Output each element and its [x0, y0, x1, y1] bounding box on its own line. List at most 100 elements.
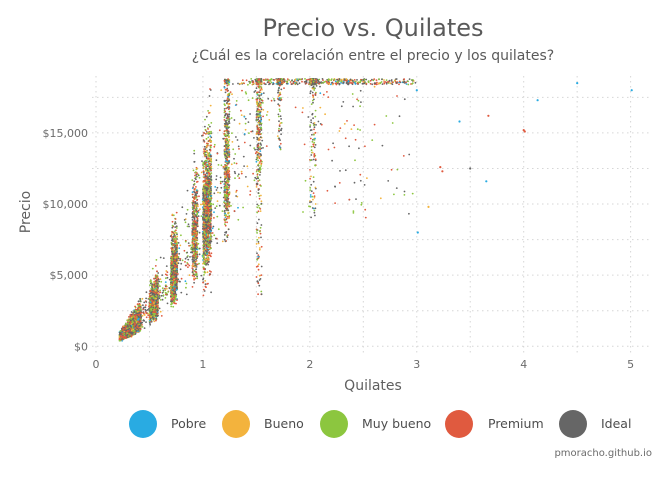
data-point	[228, 139, 231, 141]
data-point	[256, 258, 259, 261]
data-point	[346, 120, 348, 122]
data-point	[312, 180, 315, 183]
data-point	[242, 206, 245, 209]
data-point	[257, 254, 260, 256]
data-point	[144, 306, 147, 309]
data-point	[226, 183, 229, 186]
data-point	[244, 128, 247, 131]
data-point	[301, 111, 304, 114]
data-point	[256, 173, 259, 176]
data-point	[260, 165, 262, 167]
data-point	[191, 251, 194, 254]
data-point	[270, 81, 273, 84]
data-point	[203, 173, 205, 176]
data-point	[310, 183, 313, 186]
data-point	[338, 182, 341, 184]
data-point	[185, 264, 188, 267]
data-point	[277, 113, 280, 116]
data-point	[234, 177, 236, 180]
data-point	[258, 279, 261, 281]
data-point	[309, 90, 312, 93]
data-point	[178, 247, 181, 250]
data-point	[197, 215, 200, 218]
data-point	[260, 160, 262, 162]
data-point	[259, 210, 262, 213]
data-point	[206, 271, 209, 274]
data-point	[309, 137, 312, 140]
data-point	[193, 180, 196, 183]
data-point	[339, 170, 341, 172]
data-point	[273, 98, 275, 100]
data-point	[407, 83, 410, 86]
data-point	[260, 185, 262, 187]
data-point	[278, 108, 281, 111]
data-point	[312, 96, 315, 99]
data-point	[164, 289, 167, 292]
data-point	[257, 240, 260, 243]
data-point	[173, 230, 176, 233]
data-point	[259, 116, 262, 119]
data-point	[393, 193, 395, 196]
data-point	[334, 80, 337, 83]
data-point	[301, 80, 303, 83]
data-point	[245, 92, 248, 95]
data-point	[273, 99, 276, 102]
data-point	[237, 173, 240, 176]
data-point	[168, 278, 171, 281]
data-point	[311, 99, 314, 102]
data-point	[175, 227, 178, 229]
data-point	[266, 111, 269, 113]
data-point	[188, 274, 191, 276]
data-point	[157, 286, 159, 289]
data-point	[256, 136, 259, 139]
data-point	[224, 240, 227, 243]
data-point	[210, 252, 213, 255]
data-point	[314, 214, 316, 217]
data-point	[313, 122, 316, 124]
data-point	[259, 169, 261, 172]
data-point	[327, 96, 330, 98]
data-point	[244, 117, 247, 120]
data-point	[187, 258, 190, 261]
data-point	[258, 99, 261, 101]
data-point	[160, 315, 163, 317]
data-point	[206, 159, 208, 162]
data-point	[260, 122, 263, 125]
data-point	[258, 195, 261, 197]
data-point	[356, 98, 358, 101]
data-point	[310, 201, 313, 203]
data-point	[179, 258, 182, 260]
data-point	[240, 170, 243, 173]
data-point	[224, 223, 226, 226]
data-point	[366, 177, 368, 180]
data-point	[141, 326, 144, 328]
data-point	[192, 204, 194, 207]
data-point	[144, 304, 147, 306]
data-point	[381, 78, 383, 81]
data-point	[260, 200, 263, 203]
data-point	[203, 274, 205, 276]
data-point	[339, 127, 342, 129]
data-point	[184, 261, 186, 263]
data-point	[260, 245, 263, 248]
data-point	[175, 237, 178, 240]
data-point	[200, 203, 202, 206]
data-point	[354, 159, 356, 162]
data-point	[311, 133, 313, 136]
data-point	[265, 79, 267, 81]
data-point	[313, 196, 316, 199]
data-point	[277, 95, 280, 98]
data-point	[238, 122, 241, 125]
data-point	[344, 169, 347, 172]
data-point	[223, 119, 226, 121]
data-point	[257, 268, 260, 271]
data-point	[224, 88, 227, 91]
data-point	[151, 267, 154, 270]
data-point	[373, 85, 376, 88]
data-point	[202, 288, 205, 291]
data-point	[230, 204, 232, 207]
data-point	[313, 133, 315, 136]
data-point	[185, 293, 188, 296]
data-point	[157, 278, 160, 281]
data-point	[177, 242, 180, 244]
